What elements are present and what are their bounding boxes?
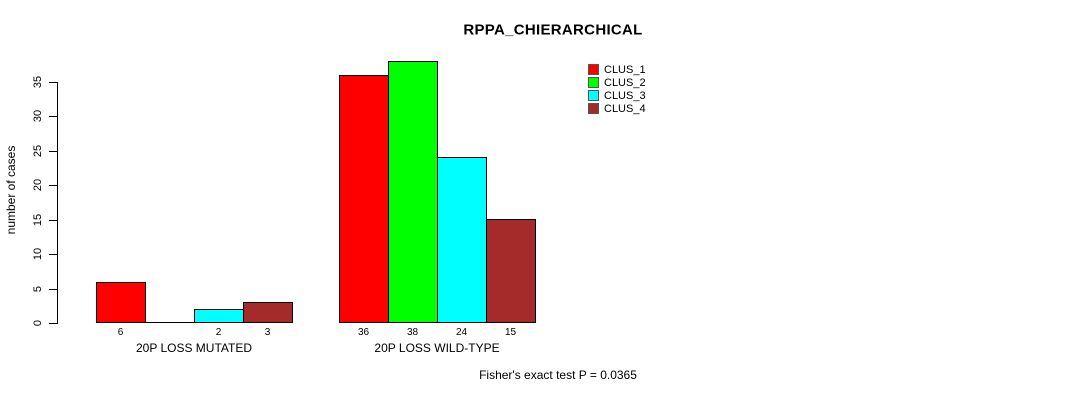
bar-clus_2-zero [145,322,195,323]
chart-title: RPPA_CHIERARCHICAL [463,21,643,39]
bar-clus_4 [486,219,536,323]
y-axis-tick [49,323,57,324]
category-label: 20P LOSS MUTATED [135,341,253,355]
bar-clus_3 [194,309,244,323]
legend-item: CLUS_4 [588,102,646,115]
bar-value-label: 6 [117,327,124,338]
bar-value-label: 24 [455,327,468,338]
y-axis-tick [49,254,57,255]
y-axis-tick [49,151,57,152]
y-tick-label: 5 [32,285,44,293]
legend-label: CLUS_1 [604,63,646,76]
legend-swatch-icon [588,64,599,75]
bar-clus_4 [243,302,293,323]
legend-label: CLUS_4 [604,102,646,115]
y-tick-label: 15 [32,213,44,227]
category-label: 20P LOSS WILD-TYPE [374,341,500,355]
bar-value-label: 36 [357,327,370,338]
y-axis-tick [49,82,57,83]
legend: CLUS_1 CLUS_2 CLUS_3 CLUS_4 [588,63,646,115]
y-axis-line [57,82,58,324]
y-tick-label: 30 [32,109,44,123]
y-axis-tick [49,289,57,290]
y-axis-tick [49,185,57,186]
legend-item: CLUS_1 [588,63,646,76]
legend-swatch-icon [588,90,599,101]
y-tick-label: 25 [32,144,44,158]
bar-value-label: 15 [504,327,517,338]
bar-clus_1 [339,75,389,323]
bar-clus_2 [388,61,438,323]
y-axis-tick [49,220,57,221]
legend-label: CLUS_2 [604,76,646,89]
bar-clus_1 [96,282,146,323]
legend-item: CLUS_3 [588,89,646,102]
bar-value-label: 2 [215,327,222,338]
legend-swatch-icon [588,77,599,88]
bar-clus_3 [437,157,487,323]
y-tick-label: 35 [32,75,44,89]
y-tick-label: 20 [32,178,44,192]
y-axis-tick [49,116,57,117]
legend-swatch-icon [588,103,599,114]
legend-label: CLUS_3 [604,89,646,102]
legend-item: CLUS_2 [588,76,646,89]
stat-annotation: Fisher's exact test P = 0.0365 [479,368,637,382]
y-tick-label: 10 [32,247,44,261]
bar-value-label: 38 [406,327,419,338]
bar-value-label: 3 [264,327,271,338]
y-tick-label: 0 [32,319,44,327]
